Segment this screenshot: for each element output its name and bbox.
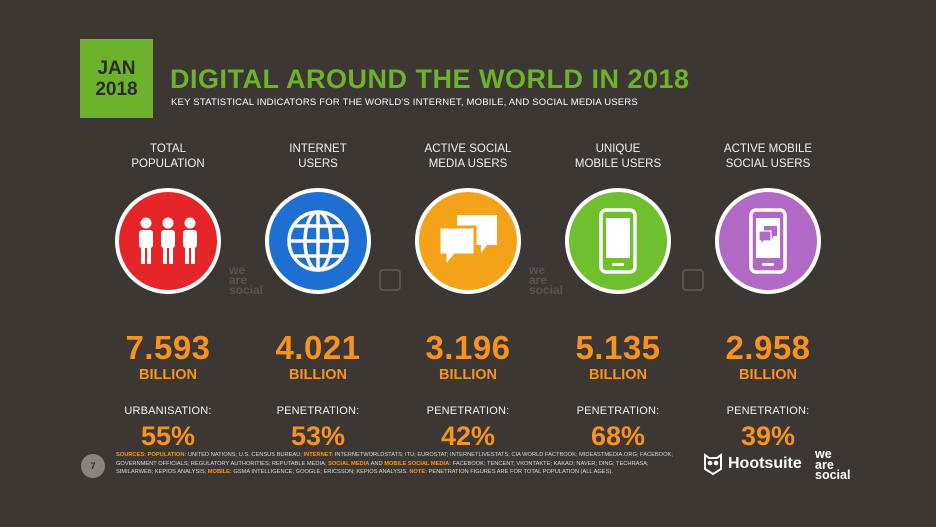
mobile-circle bbox=[565, 188, 671, 294]
stat-unit: BILLION bbox=[439, 367, 497, 383]
stat-unit: BILLION bbox=[739, 367, 797, 383]
watermark-text: we bbox=[529, 263, 546, 277]
stat-value: 5.135 bbox=[575, 329, 661, 366]
stat-value: 7.593 bbox=[125, 329, 211, 366]
stat-column-mobile: UNIQUE MOBILE USERS 5.135 BILLION PENETR… bbox=[543, 142, 693, 452]
globe-icon bbox=[287, 210, 349, 272]
stat-unit: BILLION bbox=[289, 367, 347, 383]
we-are-social-text: social bbox=[815, 468, 851, 482]
chat-bubbles-icon bbox=[437, 215, 497, 271]
stat-column-mobile-social: ACTIVE MOBILE SOCIAL USERS 2.958 BILLION… bbox=[693, 142, 843, 452]
stat-label: INTERNET USERS bbox=[289, 143, 347, 170]
social-circle bbox=[415, 188, 521, 294]
stat-label: ACTIVE SOCIAL MEDIA USERS bbox=[424, 143, 512, 170]
watermark-text: are bbox=[529, 273, 548, 287]
sources-heading: SOURCES: POPULATION: bbox=[116, 452, 187, 458]
date-badge: JAN 2018 bbox=[80, 39, 153, 118]
metric-label: PENETRATION: bbox=[576, 405, 660, 417]
watermark-text: social bbox=[529, 283, 564, 297]
metric-label: URBANISATION: bbox=[124, 405, 212, 417]
stat-unit: BILLION bbox=[139, 367, 197, 383]
sources-heading: SOCIAL MEDIA bbox=[328, 460, 370, 467]
hootsuite-wordmark: Hootsuite bbox=[728, 455, 802, 472]
stat-value: 4.021 bbox=[275, 329, 361, 366]
hootsuite-logo: Hootsuite bbox=[703, 453, 802, 475]
metric-value: 39% bbox=[740, 421, 796, 451]
watermark-we-are-social: we are social bbox=[529, 263, 564, 297]
page-title: DIGITAL AROUND THE WORLD IN 2018 bbox=[170, 64, 690, 94]
we-are-social-logo: we are social bbox=[815, 447, 851, 482]
metric-label: PENETRATION: bbox=[426, 405, 510, 417]
sources-text-part: PENETRATION FIGURES ARE FOR TOTAL POPULA… bbox=[427, 469, 613, 475]
mobile-social-circle bbox=[715, 188, 821, 294]
metric-label: PENETRATION: bbox=[276, 405, 360, 417]
metric-value: 68% bbox=[590, 421, 646, 451]
sources-text-part: INTERNETWORLDSTATS; ITU; EUROSTAT; INTER… bbox=[116, 452, 673, 467]
sources-text-part: AND bbox=[369, 460, 385, 467]
metric-value: 55% bbox=[140, 421, 196, 451]
owl-logo-icon bbox=[704, 453, 722, 475]
sources-text-part: UNITED NATIONS; U.S. CENSUS BUREAU; bbox=[186, 452, 304, 458]
page-subtitle: KEY STATISTICAL INDICATORS FOR THE WORLD… bbox=[171, 97, 638, 108]
sources-heading: MOBILE SOCIAL MEDIA: bbox=[384, 460, 452, 467]
stat-value: 2.958 bbox=[725, 329, 811, 366]
metric-label: PENETRATION: bbox=[726, 405, 810, 417]
stat-label: TOTAL POPULATION bbox=[131, 143, 205, 170]
stat-unit: BILLION bbox=[589, 367, 647, 383]
we-are-social-text: we bbox=[815, 447, 832, 461]
stat-column-internet: INTERNET USERS 4.021 BILLION PENETRATION… bbox=[243, 142, 393, 452]
metric-value: 42% bbox=[440, 421, 496, 451]
stat-column-population: TOTAL POPULATION 7.593 BILLION URBANISAT… bbox=[93, 142, 243, 452]
owl-watermark-icon bbox=[379, 269, 401, 291]
stat-label: ACTIVE MOBILE SOCIAL USERS bbox=[723, 143, 813, 170]
badge-month: JAN bbox=[97, 57, 136, 79]
we-are-social-text: are bbox=[815, 457, 834, 472]
mobile-social-icon bbox=[749, 208, 787, 274]
population-circle bbox=[115, 188, 221, 294]
sources-text: SOURCES: POPULATION: UNITED NATIONS; U.S… bbox=[116, 451, 681, 477]
stat-label: UNIQUE MOBILE USERS bbox=[574, 143, 662, 170]
watermark-text: are bbox=[229, 273, 248, 287]
internet-circle bbox=[265, 188, 371, 294]
watermark-text: social bbox=[229, 283, 264, 297]
sources-heading: NOTE: bbox=[409, 469, 428, 475]
sources-heading: INTERNET: bbox=[303, 452, 334, 458]
badge-year: 2018 bbox=[95, 78, 138, 100]
stat-value: 3.196 bbox=[425, 329, 511, 366]
stat-column-social: ACTIVE SOCIAL MEDIA USERS 3.196 BILLION … bbox=[393, 142, 543, 452]
watermark-we-are-social: we are social bbox=[229, 263, 264, 297]
sources-text-part: FACEBOOK; TENCENT; VKONTAKTE; KAKAO; NAV… bbox=[116, 460, 649, 476]
sources-text-part: GSMA INTELLIGENCE; GOOGLE; ERICSSON; KEP… bbox=[231, 469, 410, 475]
owl-watermark-icon bbox=[682, 269, 704, 291]
smartphone-icon bbox=[599, 208, 637, 274]
people-icon bbox=[139, 217, 197, 264]
watermark-text: we bbox=[229, 263, 246, 277]
page-number: 7 bbox=[81, 454, 105, 478]
sources-heading: MOBILE: bbox=[207, 469, 232, 475]
metric-value: 53% bbox=[290, 421, 346, 451]
